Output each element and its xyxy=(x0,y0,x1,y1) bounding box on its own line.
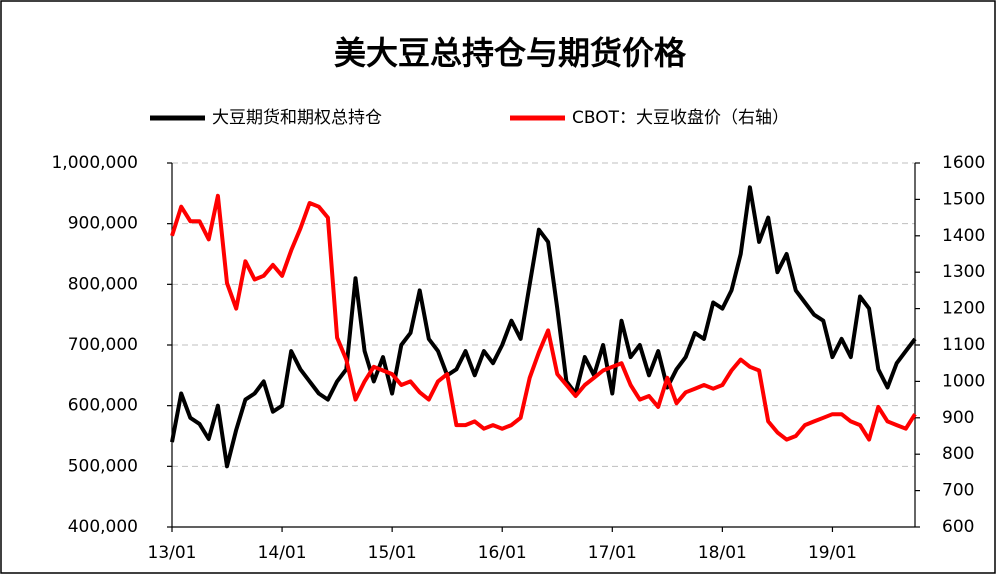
y2-tick-label: 1400 xyxy=(942,226,985,246)
y2-tick-label: 1200 xyxy=(942,299,985,319)
y-tick-label: 800,000 xyxy=(68,274,138,294)
x-tick-label: 14/01 xyxy=(258,543,307,563)
y2-tick-label: 700 xyxy=(942,481,974,501)
y2-tick-label: 1100 xyxy=(942,335,985,355)
y2-tick-label: 800 xyxy=(942,444,974,464)
x-tick-label: 19/01 xyxy=(808,543,857,563)
y2-tick-label: 900 xyxy=(942,408,974,428)
y-tick-label: 500,000 xyxy=(68,456,138,476)
y-tick-label: 700,000 xyxy=(68,335,138,355)
y2-tick-label: 600 xyxy=(942,517,974,537)
y2-tick-label: 1600 xyxy=(942,153,985,173)
x-tick-label: 16/01 xyxy=(478,543,527,563)
y-tick-label: 600,000 xyxy=(68,396,138,416)
x-tick-label: 15/01 xyxy=(368,543,417,563)
y-tick-label: 900,000 xyxy=(68,214,138,234)
y2-tick-label: 1500 xyxy=(942,189,985,209)
x-tick-label: 18/01 xyxy=(698,543,747,563)
y-tick-label: 1,000,000 xyxy=(51,153,138,173)
x-tick-label: 17/01 xyxy=(588,543,637,563)
y-tick-label: 400,000 xyxy=(68,517,138,537)
series-line xyxy=(170,193,917,442)
y2-tick-label: 1000 xyxy=(942,371,985,391)
y2-tick-label: 1300 xyxy=(942,262,985,282)
series-line xyxy=(170,185,917,469)
legend-label: 大豆期货和期权总持仓 xyxy=(212,108,382,128)
x-tick-label: 13/01 xyxy=(148,543,197,563)
legend-label: CBOT：大豆收盘价（右轴） xyxy=(572,108,789,128)
chart-title: 美大豆总持仓与期货价格 xyxy=(334,34,687,72)
